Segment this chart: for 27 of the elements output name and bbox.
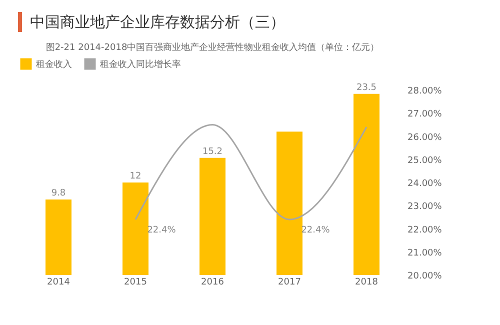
x-tick-label: 2015: [124, 278, 147, 288]
x-tick-label: 2016: [201, 278, 224, 288]
y2-tick-label: 21.00%: [408, 248, 442, 258]
bar: [354, 94, 380, 275]
x-tick-label: 2017: [278, 278, 301, 288]
y2-tick-label: 20.00%: [408, 272, 442, 282]
data-label: 15.2: [202, 146, 223, 157]
legend-label: 租金收入: [36, 59, 72, 70]
y2-tick-label: 25.00%: [408, 156, 442, 166]
y2-tick-label: 28.00%: [408, 86, 442, 96]
bar: [200, 158, 226, 275]
x-tick-label: 2014: [47, 278, 70, 288]
y2-tick-label: 23.00%: [408, 202, 442, 212]
y2-tick-label: 22.00%: [408, 225, 442, 236]
bar: [46, 199, 72, 275]
data-label: 9.8: [51, 188, 66, 198]
legend-label: 租金收入同比增长率: [100, 59, 181, 70]
chart-subtitle: 图2-21 2014-2018中国百强商业地产企业经营性物业租金收入均值（单位：亿元）: [46, 42, 380, 53]
bar: [122, 182, 148, 275]
data-label: 12: [130, 172, 142, 182]
y2-tick-label: 24.00%: [408, 179, 442, 189]
x-tick-label: 2018: [355, 278, 378, 288]
y2-tick-label: 26.00%: [408, 132, 442, 143]
bar: [276, 132, 302, 275]
chart-title: 中国商业地产企业库存数据分析（三）: [18, 12, 500, 32]
y2-tick-label: 27.00%: [408, 110, 442, 120]
data-label: 23.5: [356, 82, 377, 93]
